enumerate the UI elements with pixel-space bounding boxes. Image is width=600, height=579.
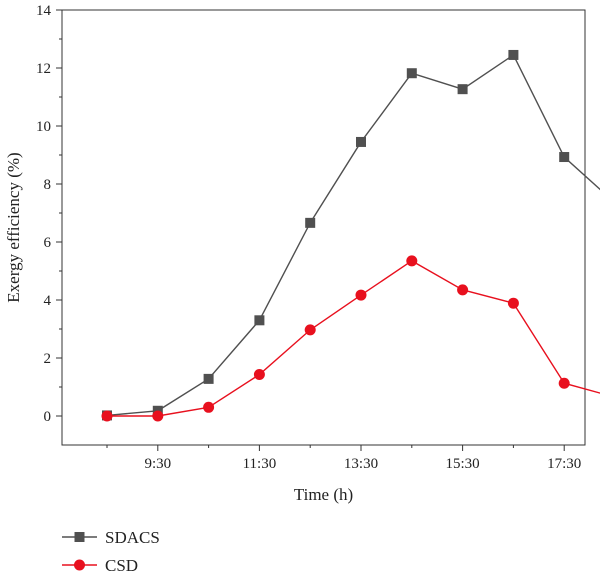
series-line-csd bbox=[107, 260, 600, 417]
plot-frame bbox=[61, 9, 586, 446]
x-tick-label: 15:30 bbox=[446, 456, 480, 472]
y-tick-label: 2 bbox=[44, 351, 52, 367]
data-point-csd bbox=[355, 289, 367, 301]
data-point-csd bbox=[253, 369, 265, 381]
legend-item-csd: CSD bbox=[62, 556, 138, 575]
data-point-sdacs bbox=[457, 84, 468, 95]
data-point-csd bbox=[457, 284, 469, 296]
axes: 0 2 4 6 8 10 12 14 9:30 11:30 13:30 15:30 17:30 bbox=[36, 3, 586, 472]
series-line-sdacs bbox=[106, 53, 600, 417]
data-point-sdacs bbox=[254, 315, 265, 326]
data-point-csd bbox=[152, 410, 164, 422]
y-tick-label: 12 bbox=[36, 61, 51, 77]
data-point-csd bbox=[558, 377, 570, 389]
y-tick-label: 10 bbox=[36, 119, 51, 135]
data-point-sdacs bbox=[356, 136, 366, 147]
x-axis-title: Time (h) bbox=[294, 485, 353, 504]
data-point-sdacs bbox=[559, 152, 570, 163]
x-tick-label: 17:30 bbox=[547, 456, 581, 472]
x-tick-label: 9:30 bbox=[144, 456, 171, 472]
data-point-csd bbox=[101, 410, 113, 422]
data-point-csd bbox=[507, 297, 519, 309]
data-point-csd bbox=[406, 255, 418, 267]
y-tick-label: 14 bbox=[36, 3, 52, 19]
series-csd bbox=[101, 255, 600, 422]
legend-label-csd: CSD bbox=[105, 556, 138, 575]
x-tick-label: 11:30 bbox=[243, 456, 277, 472]
legend-item-sdacs: SDACS bbox=[62, 528, 160, 547]
y-tick-label: 6 bbox=[44, 235, 52, 251]
data-point-sdacs bbox=[508, 49, 519, 60]
series-sdacs bbox=[102, 49, 600, 421]
y-tick-label: 0 bbox=[44, 409, 52, 425]
y-axis-title: Exergy efficiency (%) bbox=[4, 152, 23, 302]
data-point-csd bbox=[304, 324, 316, 336]
data-point-csd bbox=[203, 401, 215, 413]
legend-marker-csd bbox=[74, 559, 85, 571]
y-tick-label: 8 bbox=[44, 177, 52, 193]
series-layer bbox=[101, 49, 600, 422]
legend-label-sdacs: SDACS bbox=[105, 528, 160, 547]
legend-marker-sdacs bbox=[74, 532, 85, 542]
y-tick-label: 4 bbox=[44, 293, 52, 309]
x-tick-label: 13:30 bbox=[344, 456, 378, 472]
data-point-sdacs bbox=[203, 373, 214, 384]
legend: SDACS CSD bbox=[62, 528, 160, 575]
data-point-sdacs bbox=[406, 68, 417, 79]
data-point-sdacs bbox=[305, 217, 316, 228]
